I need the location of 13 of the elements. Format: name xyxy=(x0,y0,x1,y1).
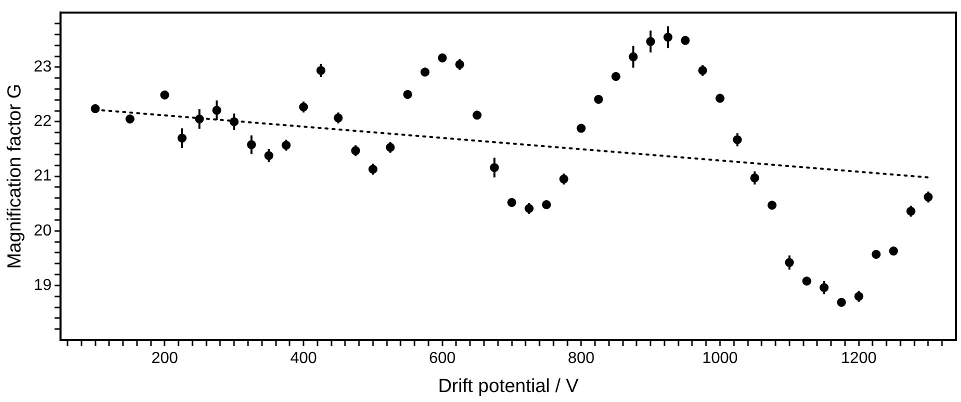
x-tick-label: 200 xyxy=(151,350,178,368)
x-tick-label: 800 xyxy=(568,350,595,368)
x-axis-title: Drift potential / V xyxy=(438,376,579,397)
y-tick-label: 23 xyxy=(34,58,52,76)
y-tick-label: 19 xyxy=(34,276,52,294)
x-tick-label: 400 xyxy=(290,350,317,368)
y-tick-label: 22 xyxy=(34,113,52,130)
x-tick-label: 600 xyxy=(429,350,456,368)
x-tick-label: 1200 xyxy=(841,350,877,368)
y-axis-title: Magnification factor G xyxy=(4,84,26,269)
y-tick-label: 20 xyxy=(34,222,52,240)
x-tick-label: 1000 xyxy=(702,350,738,368)
y-tick-label: 21 xyxy=(34,168,52,185)
